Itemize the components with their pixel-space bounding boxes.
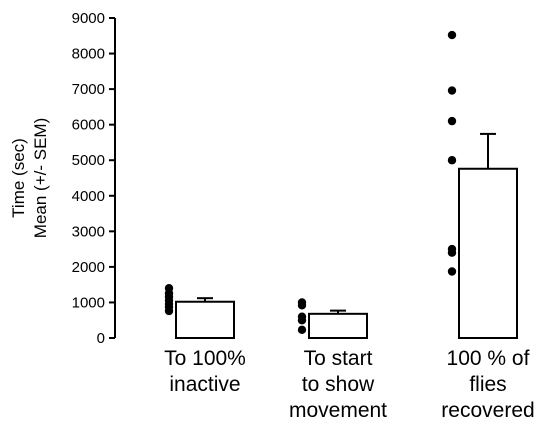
x-axis-labels: To 100% inactive To start to show movement 10… [164,347,535,422]
data-point [447,248,457,257]
y-tick-label: 6000 [72,117,105,134]
data-points [164,30,457,335]
y-tick-label: 5000 [72,152,105,169]
x-tick-label: To start [304,347,373,370]
x-tick-label: flies [469,373,506,396]
y-axis: 0 1000 2000 3000 4000 5000 6000 7000 8000 9000 [72,10,116,347]
y-axis-label-line-1: Time (sec) [9,138,28,218]
x-tick-label: movement [289,399,387,422]
y-tick-label: 3000 [72,223,105,240]
y-axis-label-line-2: Mean (+/- SEM) [31,118,50,238]
y-tick-label: 4000 [72,188,105,205]
data-point [297,301,307,310]
x-tick-label: inactive [169,373,240,396]
data-point [447,30,457,40]
bar [308,312,368,340]
y-tick-label: 0 [97,330,105,347]
data-point [447,116,457,126]
y-tick-label: 9000 [72,10,105,27]
x-tick-label: to show [302,373,375,396]
data-point [297,316,307,325]
bars [175,132,518,340]
y-tick-label: 2000 [72,259,105,276]
y-tick-label: 8000 [72,46,105,63]
y-tick-label: 1000 [72,294,105,311]
data-point [297,325,307,335]
y-tick-label: 7000 [72,81,105,98]
bar [458,167,518,339]
x-tick-label: recovered [441,399,534,422]
y-axis-label: Time (sec) Mean (+/- SEM) [9,118,50,238]
bar [175,300,235,340]
x-tick-label: To 100% [164,347,246,370]
data-point [447,267,457,276]
data-point [164,306,174,316]
data-point [447,156,457,165]
x-tick-label: 100 % of [447,347,530,370]
data-point [447,86,457,95]
